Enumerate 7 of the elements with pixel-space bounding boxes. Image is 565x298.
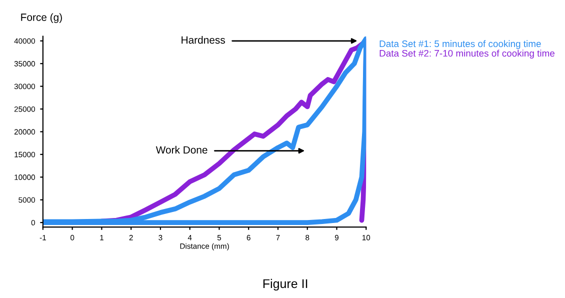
annotation: Hardness [182, 36, 225, 44]
annotation: Work Done [156, 146, 208, 154]
line-series [42, 36, 366, 225]
series-label: Data Set #2: 7-10 minutes of cooking time [380, 50, 554, 59]
text: Figure II [263, 278, 308, 291]
y-axis-title: Force (g) [21, 13, 62, 24]
series-label: Data Set #1: 5 minutes of cooking time [380, 40, 541, 49]
